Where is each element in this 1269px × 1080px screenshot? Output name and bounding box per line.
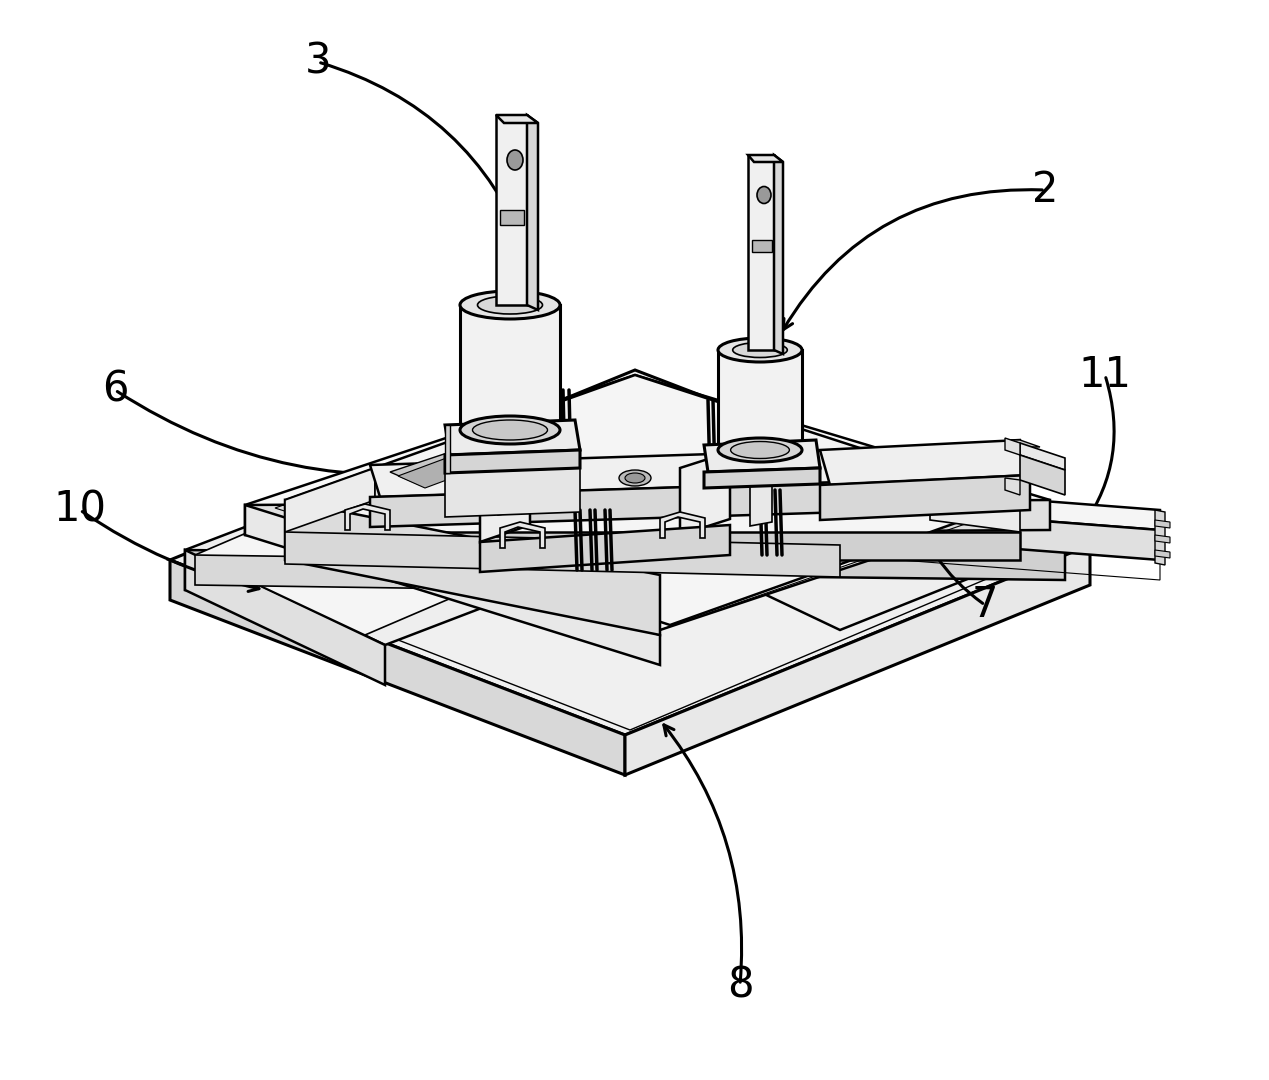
Ellipse shape bbox=[477, 296, 543, 314]
Polygon shape bbox=[750, 480, 772, 526]
Polygon shape bbox=[680, 453, 730, 535]
Polygon shape bbox=[371, 448, 910, 497]
Text: 11: 11 bbox=[1079, 354, 1132, 396]
Polygon shape bbox=[900, 490, 1160, 530]
Polygon shape bbox=[1010, 440, 1041, 447]
Polygon shape bbox=[245, 375, 1049, 630]
Ellipse shape bbox=[758, 187, 772, 203]
Polygon shape bbox=[930, 488, 1020, 532]
Polygon shape bbox=[445, 450, 580, 473]
Polygon shape bbox=[820, 440, 1030, 485]
Ellipse shape bbox=[718, 338, 802, 362]
Ellipse shape bbox=[731, 442, 789, 459]
Polygon shape bbox=[704, 468, 820, 488]
Ellipse shape bbox=[472, 420, 547, 440]
Polygon shape bbox=[195, 480, 541, 635]
Polygon shape bbox=[1155, 519, 1170, 528]
Polygon shape bbox=[286, 500, 660, 635]
Polygon shape bbox=[286, 532, 840, 577]
Polygon shape bbox=[500, 522, 544, 548]
Ellipse shape bbox=[718, 438, 802, 462]
Polygon shape bbox=[376, 453, 930, 500]
Polygon shape bbox=[459, 305, 560, 430]
Polygon shape bbox=[626, 545, 1090, 775]
Polygon shape bbox=[1155, 535, 1170, 543]
Polygon shape bbox=[527, 114, 538, 310]
Polygon shape bbox=[445, 426, 450, 473]
Text: 6: 6 bbox=[102, 369, 128, 411]
Polygon shape bbox=[245, 505, 660, 665]
Polygon shape bbox=[753, 240, 772, 252]
Polygon shape bbox=[398, 450, 495, 488]
Polygon shape bbox=[718, 350, 802, 450]
Polygon shape bbox=[900, 510, 1160, 561]
Polygon shape bbox=[1020, 455, 1065, 495]
Text: 3: 3 bbox=[305, 41, 331, 83]
Polygon shape bbox=[1155, 550, 1170, 558]
Polygon shape bbox=[1155, 510, 1165, 565]
Polygon shape bbox=[185, 550, 621, 595]
Polygon shape bbox=[704, 440, 820, 472]
Text: 10: 10 bbox=[53, 489, 107, 531]
Polygon shape bbox=[445, 420, 580, 455]
Polygon shape bbox=[480, 525, 730, 572]
Polygon shape bbox=[445, 468, 580, 517]
Ellipse shape bbox=[619, 470, 651, 486]
Polygon shape bbox=[286, 532, 1020, 561]
Ellipse shape bbox=[459, 291, 560, 319]
Polygon shape bbox=[640, 445, 1065, 630]
Text: 2: 2 bbox=[1032, 168, 1058, 211]
Polygon shape bbox=[286, 375, 1020, 625]
Text: 8: 8 bbox=[727, 964, 754, 1005]
Polygon shape bbox=[820, 475, 1030, 519]
Ellipse shape bbox=[508, 150, 523, 170]
Polygon shape bbox=[480, 458, 530, 542]
Polygon shape bbox=[496, 114, 538, 123]
Polygon shape bbox=[496, 114, 527, 305]
Polygon shape bbox=[195, 555, 541, 590]
Polygon shape bbox=[500, 210, 524, 225]
Polygon shape bbox=[245, 500, 1049, 535]
Polygon shape bbox=[185, 550, 385, 685]
Polygon shape bbox=[1005, 438, 1020, 455]
Polygon shape bbox=[345, 504, 390, 530]
Ellipse shape bbox=[732, 342, 787, 357]
Polygon shape bbox=[185, 460, 621, 645]
Polygon shape bbox=[497, 463, 525, 515]
Text: 7: 7 bbox=[972, 584, 999, 626]
Polygon shape bbox=[1005, 478, 1020, 495]
Polygon shape bbox=[371, 480, 910, 527]
Polygon shape bbox=[170, 561, 626, 775]
Polygon shape bbox=[747, 156, 774, 350]
Polygon shape bbox=[390, 442, 510, 485]
Polygon shape bbox=[747, 156, 783, 162]
Polygon shape bbox=[640, 535, 1065, 580]
Polygon shape bbox=[660, 512, 706, 538]
Polygon shape bbox=[774, 156, 783, 354]
Polygon shape bbox=[286, 468, 376, 532]
Polygon shape bbox=[1020, 443, 1065, 470]
Ellipse shape bbox=[459, 416, 560, 444]
Ellipse shape bbox=[626, 473, 645, 483]
Polygon shape bbox=[170, 370, 1090, 735]
